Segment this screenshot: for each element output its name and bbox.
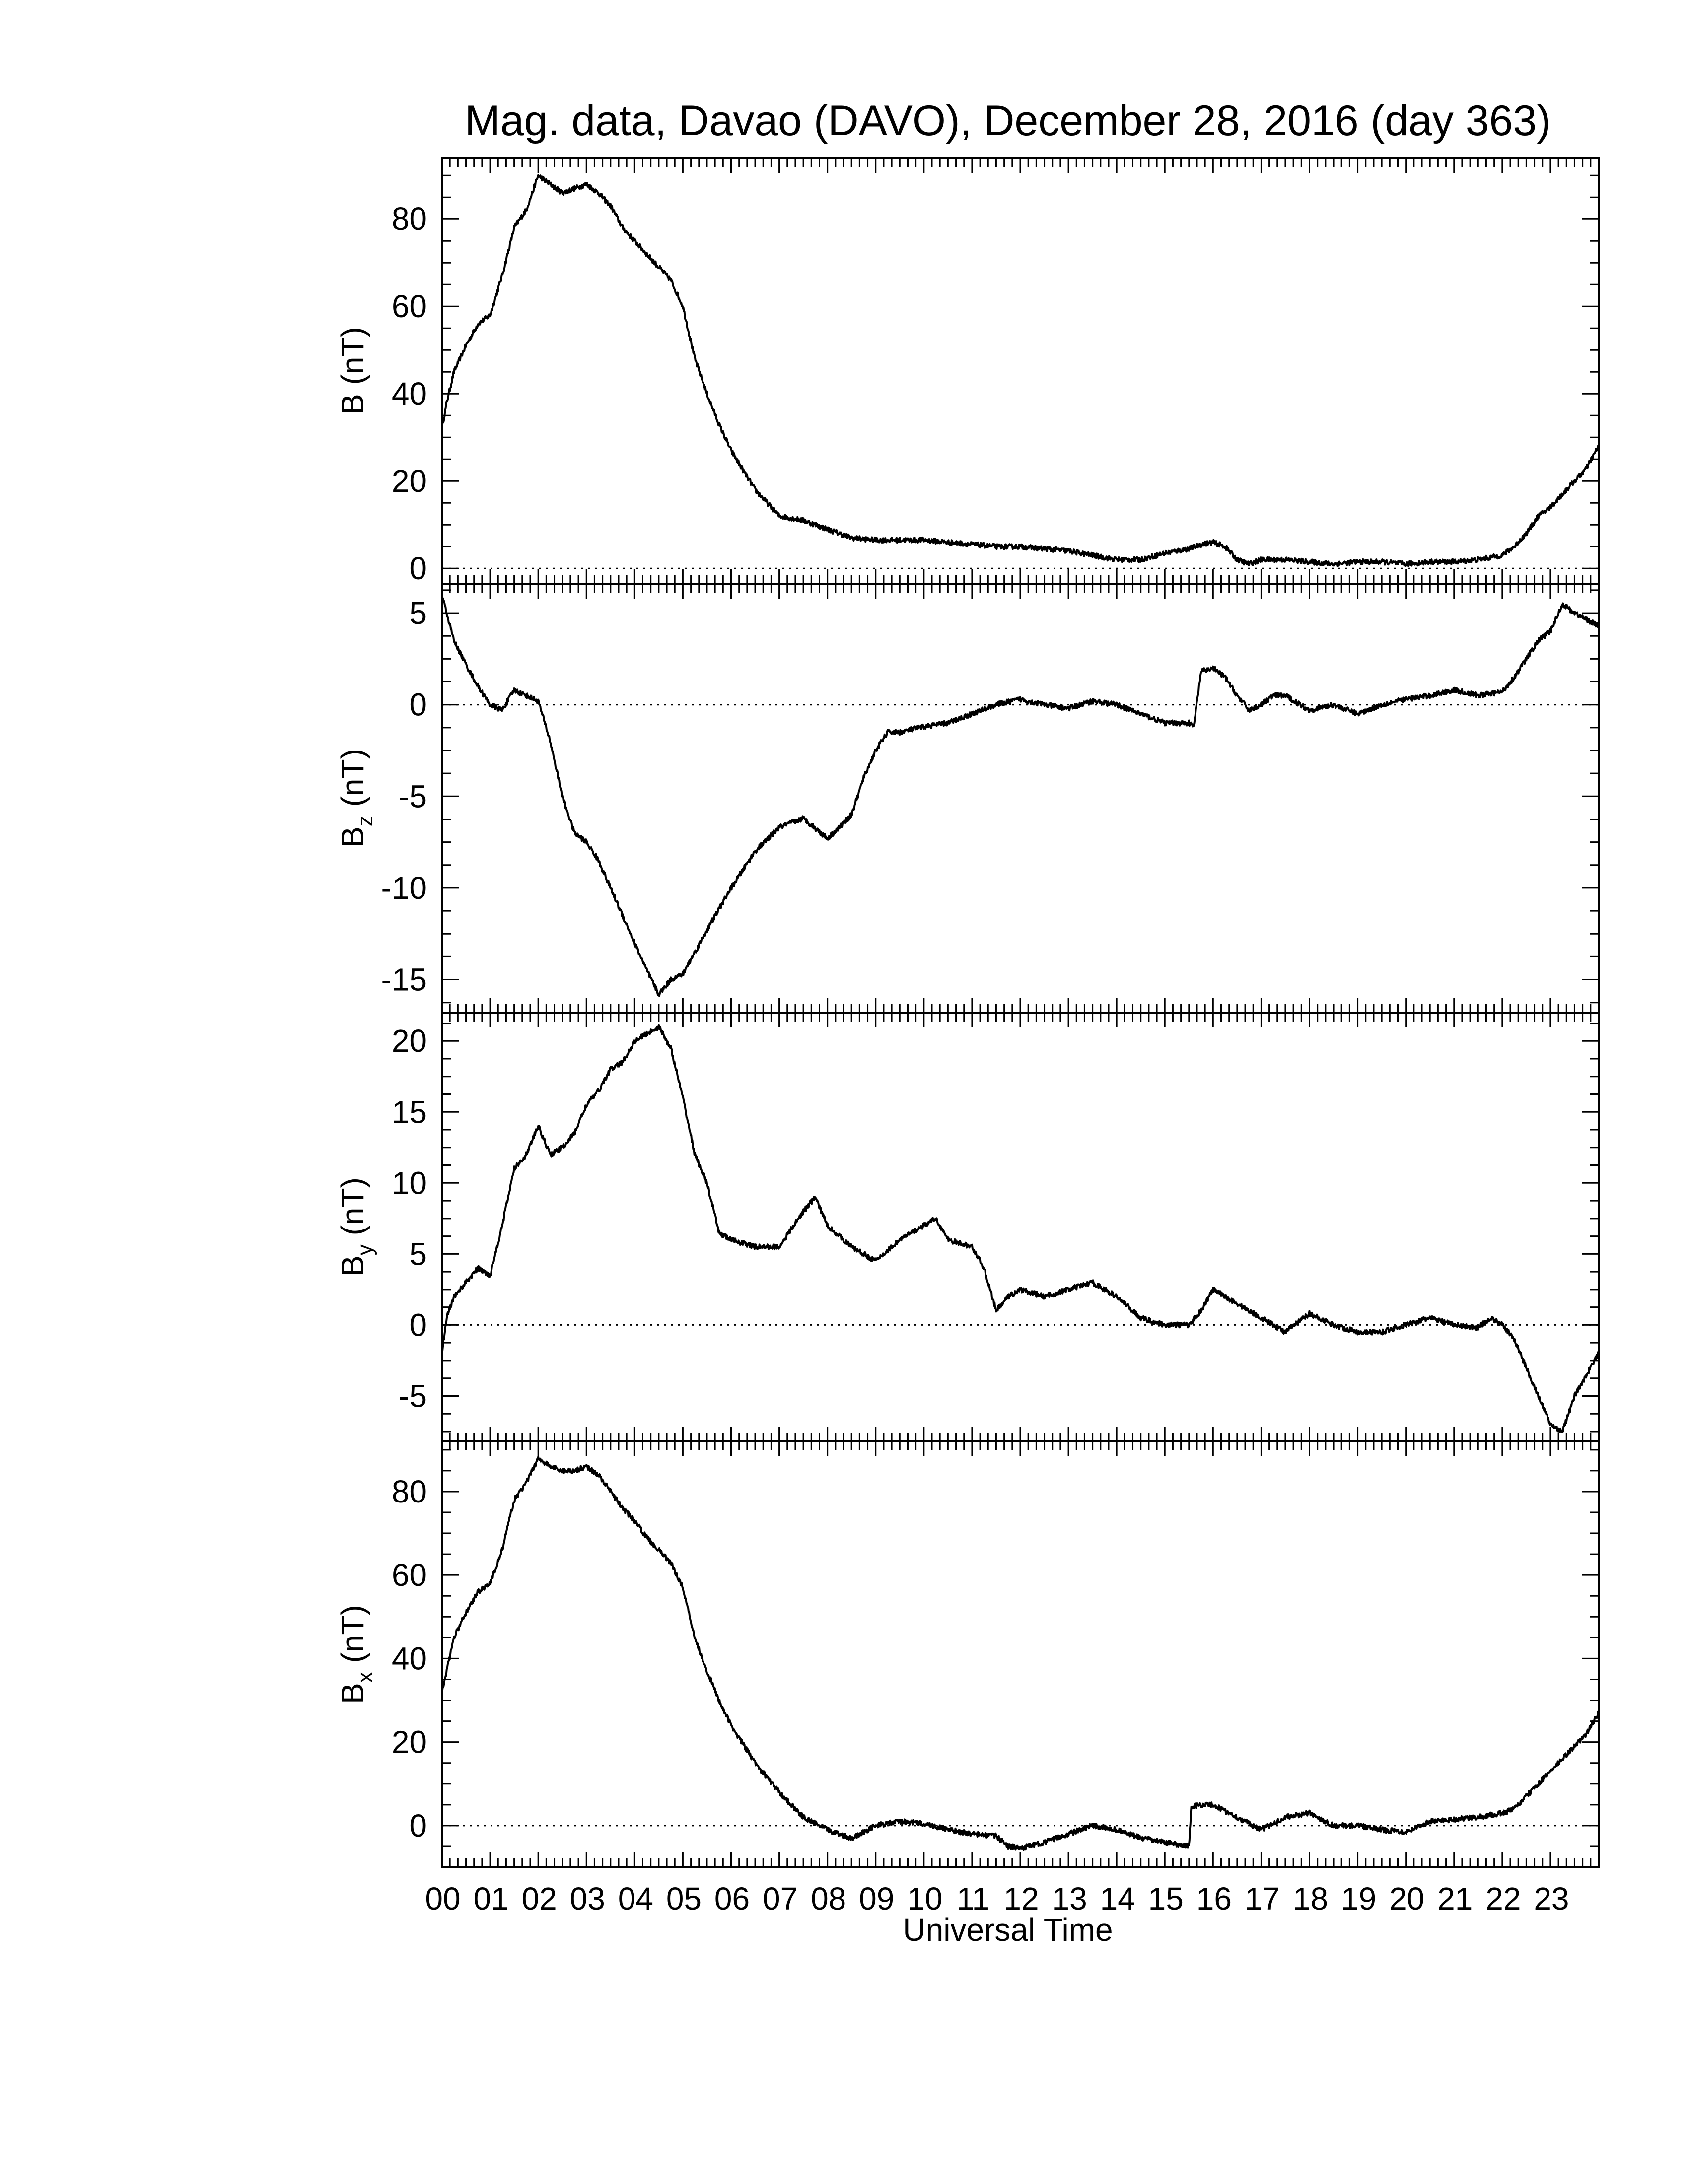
y-tick-label: 40: [392, 1640, 427, 1676]
x-tick-label: 10: [907, 1881, 942, 1916]
panel-3: -5 0 5 10 15 20 By (nT): [335, 1012, 1600, 1442]
x-tick-label: 21: [1437, 1881, 1473, 1916]
x-tick-label: 16: [1196, 1881, 1232, 1916]
x-tick-label: 09: [859, 1881, 894, 1916]
y-tick-label: 15: [392, 1094, 427, 1130]
x-tick-label: 03: [570, 1881, 605, 1916]
y-tick-label: 0: [409, 1808, 427, 1843]
y-tick-label: 60: [392, 1557, 427, 1593]
x-tick-label: 13: [1052, 1881, 1087, 1916]
x-tick-label: 17: [1245, 1881, 1280, 1916]
x-tick-label: 07: [763, 1881, 798, 1916]
y-tick-label: 80: [392, 201, 427, 237]
x-tick-label: 23: [1534, 1881, 1569, 1916]
y-tick-label: 0: [409, 550, 427, 586]
x-tick-label: 20: [1389, 1881, 1424, 1916]
panel-frame: [441, 157, 1600, 585]
data-trace-line: [441, 1456, 1600, 1851]
panel-frame: [441, 1440, 1600, 1868]
x-tick-label: 11: [957, 1881, 989, 1916]
panel-2: -15 -10 -5 0 5 Bz (nT): [335, 583, 1600, 1014]
y-tick-label: 60: [392, 288, 427, 324]
panel-4: 0 20 40 60 80 Bx (nT) 00 01 02 03 04 05 06 07 08 09 10 11…: [335, 1440, 1600, 1916]
x-tick-label: 12: [1003, 1881, 1039, 1916]
y-tick-label: 20: [392, 1724, 427, 1760]
y-tick-label: -15: [381, 962, 427, 998]
panel-1: 0 20 40 60 80 B (nT): [335, 157, 1600, 586]
y-tick-label: 20: [392, 463, 427, 499]
y-tick-label: 0: [409, 687, 427, 723]
x-tick-label: 18: [1293, 1881, 1328, 1916]
y-tick-label: -5: [399, 778, 427, 814]
x-tick-label: 19: [1341, 1881, 1376, 1916]
y-tick-label: 80: [392, 1474, 427, 1509]
y-tick-label: 0: [409, 1307, 427, 1343]
data-trace-line: [441, 1024, 1600, 1433]
data-trace-line: [441, 594, 1600, 997]
y-tick-label: 10: [392, 1165, 427, 1201]
chart-title: Mag. data, Davao (DAVO), December 28, 20…: [465, 97, 1551, 144]
x-tick-label: 14: [1100, 1881, 1135, 1916]
x-tick-label: 08: [811, 1881, 846, 1916]
y-axis-label: Bz (nT): [335, 749, 377, 848]
y-tick-label: 20: [392, 1023, 427, 1059]
x-tick-label: 15: [1148, 1881, 1184, 1916]
x-tick-label: 02: [522, 1881, 557, 1916]
x-tick-label: 22: [1485, 1881, 1521, 1916]
y-axis-label: B (nT): [335, 327, 370, 415]
x-tick-label: 06: [714, 1881, 750, 1916]
x-tick-label: 05: [666, 1881, 702, 1916]
x-tick-label: 01: [473, 1881, 508, 1916]
x-axis-label: Universal Time: [903, 1912, 1113, 1948]
y-tick-label: -5: [399, 1378, 427, 1414]
y-tick-label: 5: [409, 595, 427, 631]
panel-frame: [441, 583, 1600, 1014]
x-tick-label: 00: [425, 1881, 460, 1916]
y-tick-label: 5: [409, 1236, 427, 1272]
panel-frame: [441, 1012, 1600, 1442]
y-tick-label: 40: [392, 376, 427, 411]
data-trace-line: [441, 174, 1599, 567]
y-axis-label: Bx (nT): [335, 1605, 377, 1704]
x-tick-label: 04: [618, 1881, 653, 1916]
y-tick-label: -10: [381, 870, 427, 906]
y-axis-label: By (nT): [335, 1177, 377, 1277]
